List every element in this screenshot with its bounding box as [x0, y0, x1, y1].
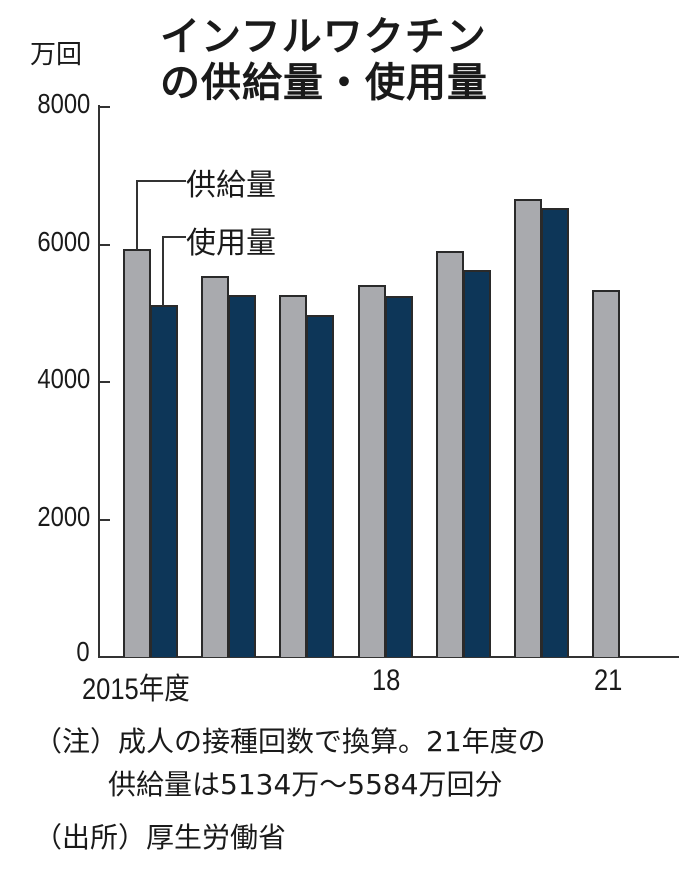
y-tick-4000 [100, 381, 110, 383]
title-line-2: の供給量・使用量 [160, 60, 488, 106]
bar-supply-2020 [514, 199, 542, 657]
y-tick-8000 [100, 106, 110, 108]
legend-label-supply: 供給量 [186, 168, 276, 203]
legend-leader-supply-vertical [136, 180, 138, 250]
bar-supply-2021 [592, 290, 620, 657]
y-tick-label-8000: 8000 [37, 88, 90, 119]
legend-leader-supply-horizontal [136, 180, 186, 182]
bar-usage-2015 [150, 305, 178, 657]
x-axis [98, 656, 679, 658]
x-label-2021: 21 [594, 664, 623, 697]
bar-usage-2016 [228, 295, 256, 657]
legend-leader-usage-horizontal [162, 236, 186, 238]
bar-supply-2019 [436, 251, 464, 657]
bar-usage-2018 [385, 296, 413, 657]
bar-usage-2019 [463, 270, 491, 657]
bar-supply-2017 [279, 295, 307, 657]
bar-supply-2016 [201, 276, 229, 657]
y-tick-label-2000: 2000 [37, 501, 90, 532]
y-axis-unit: 万回 [30, 40, 83, 70]
bar-usage-2017 [306, 315, 334, 657]
bar-supply-2018 [358, 285, 386, 657]
legend-leader-usage-vertical [162, 236, 164, 306]
note-line-2: 供給量は5134万～5584万回分 [108, 768, 503, 801]
y-tick-6000 [100, 244, 110, 246]
y-tick-label-6000: 6000 [37, 226, 90, 257]
chart-title: インフルワクチン の供給量・使用量 [160, 14, 488, 106]
y-axis [98, 105, 100, 658]
x-label-2018: 18 [372, 664, 401, 697]
y-tick-label-4000: 4000 [37, 363, 90, 394]
legend-label-usage: 使用量 [186, 226, 276, 261]
source-note: （出所）厚生労働省 [34, 821, 287, 854]
bar-usage-2020 [541, 208, 569, 657]
bar-supply-2015 [123, 249, 151, 657]
note-line-1: （注）成人の接種回数で換算。21年度の [34, 725, 546, 758]
x-label-2015: 2015年度 [82, 673, 190, 706]
y-tick-label-0: 0 [76, 636, 90, 667]
title-line-1: インフルワクチン [160, 14, 487, 60]
y-tick-2000 [100, 519, 110, 521]
